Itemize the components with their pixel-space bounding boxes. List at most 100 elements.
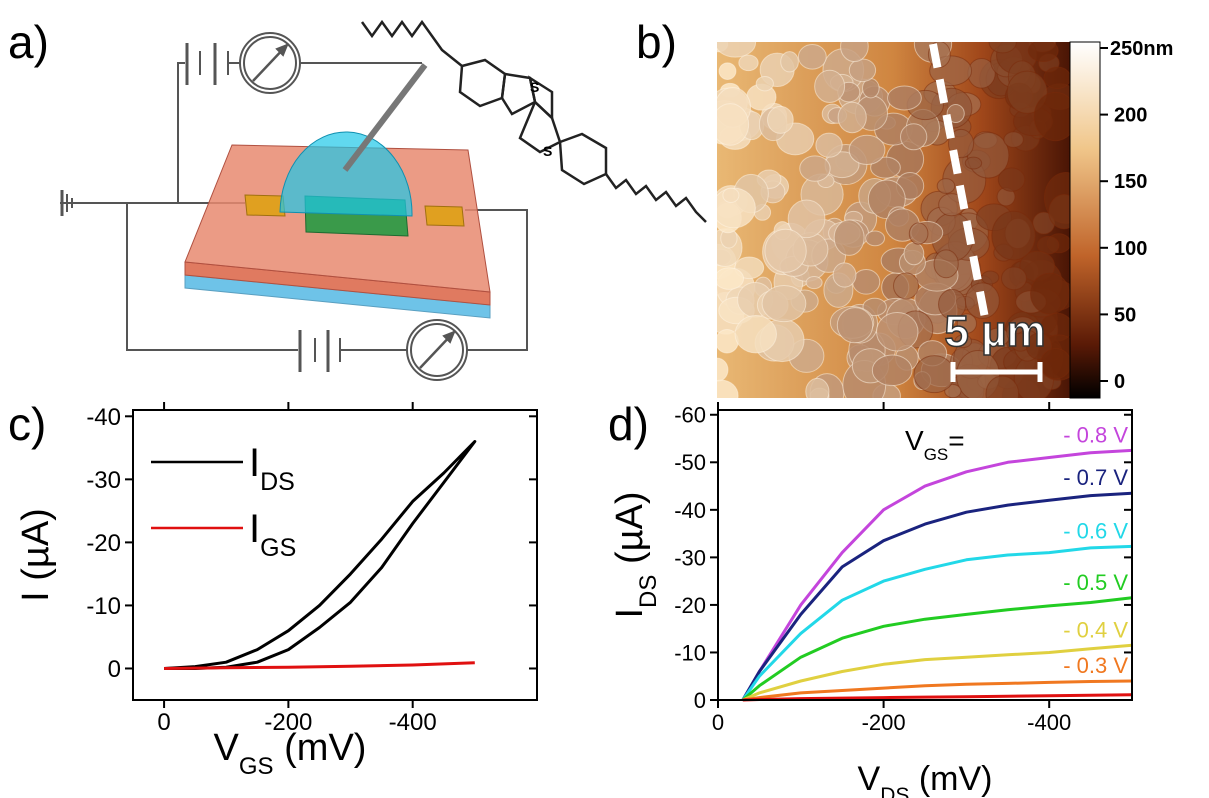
- panel-label: a): [8, 16, 49, 68]
- grain: [872, 355, 912, 386]
- label-part: DS: [880, 784, 909, 798]
- label-part: GS: [924, 445, 949, 464]
- y-tick-label: -10: [86, 593, 121, 620]
- grain: [965, 157, 981, 169]
- grain: [1044, 67, 1071, 89]
- label-part: GS: [239, 753, 274, 780]
- grain: [1028, 40, 1058, 62]
- label-part: I: [609, 608, 651, 619]
- colorbar: [1070, 42, 1100, 398]
- grain: [834, 220, 864, 256]
- label-part: (µA): [609, 491, 651, 574]
- grain: [798, 44, 826, 69]
- label-part: V: [905, 425, 924, 456]
- panel-label: d): [608, 398, 649, 450]
- series-label: - 0.7 V: [1063, 465, 1128, 490]
- grain: [989, 31, 1016, 53]
- y-tick-label: -30: [674, 545, 706, 570]
- grain: [800, 156, 830, 181]
- label-part: GS: [260, 534, 296, 562]
- label-part: (mV): [909, 760, 992, 798]
- label-part: I: [249, 441, 260, 485]
- grain: [841, 31, 869, 61]
- y-tick-label: -30: [86, 467, 121, 494]
- grain: [833, 263, 856, 287]
- colorbar-tick-label: 100: [1114, 238, 1147, 260]
- grain: [715, 268, 744, 290]
- grain: [816, 133, 842, 157]
- series-label: - 0.5 V: [1063, 570, 1128, 595]
- colorbar-tick-label: 250nm: [1110, 38, 1173, 60]
- grain: [806, 276, 822, 288]
- grain: [909, 223, 928, 244]
- colorbar-tick-label: 0: [1114, 371, 1125, 393]
- grain: [992, 211, 1035, 260]
- grain: [894, 273, 919, 299]
- figure: a) b) c) d) S S: [0, 0, 1209, 798]
- atom-label: S: [530, 79, 539, 95]
- grain: [888, 86, 922, 110]
- grain: [767, 106, 793, 133]
- scale-bar-label: 5 µm: [944, 307, 1045, 356]
- label-part: DS: [260, 468, 295, 496]
- y-tick-label: -20: [674, 593, 706, 618]
- device: [185, 65, 490, 318]
- y-tick-label: -40: [86, 404, 121, 431]
- y-axis-label: I (µA): [15, 508, 57, 602]
- grain: [838, 102, 866, 132]
- y-tick-label: 0: [694, 688, 706, 713]
- label-part: I: [249, 507, 260, 551]
- label-part: (mV): [274, 727, 367, 769]
- grain: [914, 356, 955, 393]
- grain: [1001, 267, 1026, 290]
- grain: [806, 378, 829, 405]
- grain: [762, 286, 806, 322]
- label-part: =: [948, 425, 964, 456]
- y-tick-label: -60: [674, 403, 706, 428]
- grain: [723, 188, 739, 202]
- series-label: - 0.8 V: [1063, 422, 1128, 447]
- x-tick-label: -400: [389, 709, 437, 736]
- grain: [1004, 132, 1023, 148]
- atom-label: S: [543, 143, 552, 159]
- grain: [712, 104, 749, 146]
- y-tick-label: 0: [108, 656, 121, 683]
- grain: [756, 76, 773, 90]
- grain: [982, 271, 999, 284]
- y-tick-label: -40: [674, 498, 706, 523]
- y-tick-label: -20: [86, 530, 121, 557]
- grain: [853, 270, 880, 295]
- grain: [706, 358, 728, 381]
- x-tick-label: 0: [712, 710, 724, 735]
- grain: [815, 70, 845, 102]
- y-axis-label: IDS (µA): [609, 491, 662, 618]
- grain: [998, 168, 1024, 191]
- grain: [715, 28, 755, 57]
- colorbar-tick-label: 150: [1114, 171, 1147, 193]
- grain: [739, 55, 758, 71]
- grain: [765, 229, 806, 272]
- grain: [849, 59, 875, 82]
- x-tick-label: -200: [862, 710, 906, 735]
- grain: [986, 376, 1019, 412]
- colorbar-tick-label: 200: [1114, 105, 1147, 127]
- series-line: [164, 442, 475, 669]
- label-part: V: [214, 727, 240, 769]
- grain: [866, 231, 885, 246]
- x-tick-label: -400: [1027, 710, 1071, 735]
- label-part: DS: [635, 575, 662, 608]
- grain: [934, 250, 958, 278]
- grain: [837, 308, 872, 343]
- series-label: - 0.4 V: [1063, 617, 1128, 642]
- grain: [901, 124, 927, 150]
- y-tick-label: -50: [674, 450, 706, 475]
- plot-frame: [133, 410, 537, 700]
- grain: [877, 313, 918, 351]
- grain: [735, 316, 776, 353]
- grain: [704, 380, 738, 411]
- grain: [849, 135, 885, 164]
- panel-label: c): [8, 398, 46, 450]
- series-label: - 0.6 V: [1063, 518, 1128, 543]
- legend-label: IDS: [249, 441, 295, 496]
- label-part: I (µA): [15, 508, 57, 602]
